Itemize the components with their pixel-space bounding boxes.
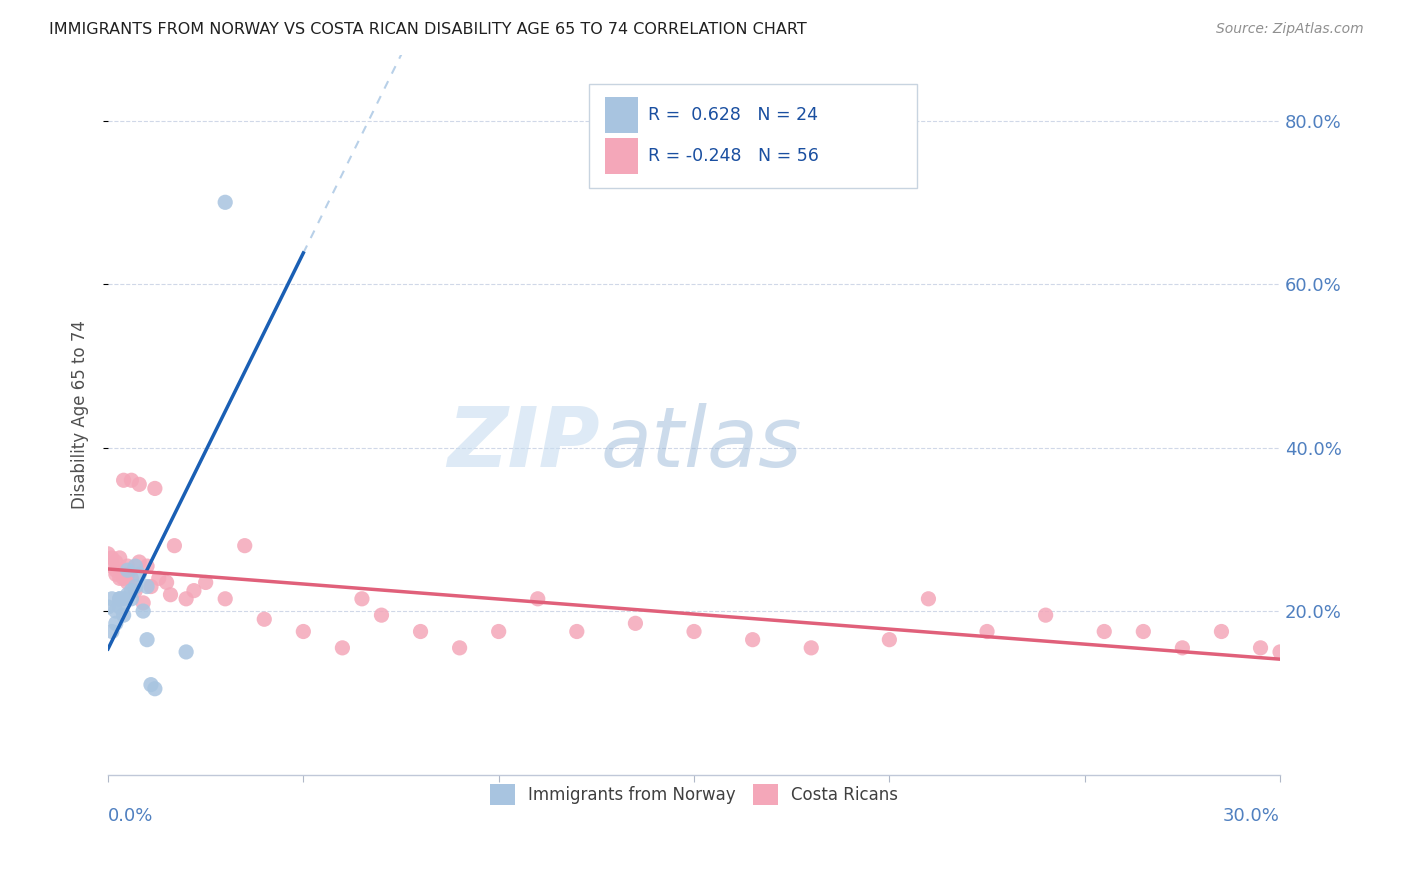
Point — [112, 608, 135, 623]
Point — [136, 559, 159, 574]
Point — [120, 571, 142, 585]
Text: R = -0.248   N = 56: R = -0.248 N = 56 — [648, 147, 820, 165]
Point — [139, 580, 162, 594]
Point — [112, 591, 135, 606]
Point — [163, 539, 186, 553]
Point — [917, 591, 939, 606]
Point — [292, 624, 315, 639]
Point — [1092, 624, 1115, 639]
Point — [112, 571, 135, 585]
FancyBboxPatch shape — [605, 96, 638, 133]
Text: atlas: atlas — [600, 403, 801, 484]
Point — [1132, 624, 1154, 639]
Point — [120, 473, 142, 487]
Point — [101, 550, 124, 565]
Point — [112, 473, 135, 487]
Point — [104, 567, 127, 582]
Point — [155, 575, 177, 590]
Point — [370, 608, 392, 623]
Point — [132, 604, 155, 618]
Point — [117, 575, 139, 590]
Point — [1268, 645, 1291, 659]
Point — [350, 591, 373, 606]
Point — [183, 583, 205, 598]
Point — [159, 588, 181, 602]
Y-axis label: Disability Age 65 to 74: Disability Age 65 to 74 — [72, 320, 89, 509]
Point — [1250, 640, 1272, 655]
Point — [139, 678, 162, 692]
Point — [124, 583, 146, 598]
Point — [1211, 624, 1233, 639]
Point — [214, 591, 236, 606]
Point — [148, 571, 170, 585]
Point — [174, 591, 197, 606]
Point — [108, 550, 131, 565]
Point — [800, 640, 823, 655]
Text: Source: ZipAtlas.com: Source: ZipAtlas.com — [1216, 22, 1364, 37]
Point — [1035, 608, 1057, 623]
Point — [108, 591, 131, 606]
Point — [976, 624, 998, 639]
Point — [104, 616, 127, 631]
Point — [120, 583, 142, 598]
Point — [565, 624, 588, 639]
Point — [124, 580, 146, 594]
Point — [128, 477, 150, 491]
Point — [449, 640, 471, 655]
Point — [117, 559, 139, 574]
Point — [124, 559, 146, 574]
Point — [332, 640, 354, 655]
Legend: Immigrants from Norway, Costa Ricans: Immigrants from Norway, Costa Ricans — [482, 776, 907, 813]
Text: IMMIGRANTS FROM NORWAY VS COSTA RICAN DISABILITY AGE 65 TO 74 CORRELATION CHART: IMMIGRANTS FROM NORWAY VS COSTA RICAN DI… — [49, 22, 807, 37]
Point — [128, 567, 150, 582]
Point — [683, 624, 706, 639]
Point — [136, 632, 159, 647]
Point — [104, 555, 127, 569]
Text: 30.0%: 30.0% — [1223, 807, 1279, 825]
Point — [488, 624, 510, 639]
Point — [526, 591, 548, 606]
Point — [108, 599, 131, 614]
Point — [194, 575, 217, 590]
Point — [108, 591, 131, 606]
Point — [409, 624, 432, 639]
Point — [879, 632, 901, 647]
Point — [174, 645, 197, 659]
Point — [101, 559, 124, 574]
Point — [117, 567, 139, 582]
Point — [104, 563, 127, 577]
Point — [143, 482, 166, 496]
Text: R =  0.628   N = 24: R = 0.628 N = 24 — [648, 106, 818, 124]
Point — [214, 195, 236, 210]
Point — [136, 580, 159, 594]
Point — [97, 547, 120, 561]
Point — [117, 588, 139, 602]
Point — [108, 571, 131, 585]
Point — [253, 612, 276, 626]
Point — [624, 616, 647, 631]
Point — [104, 604, 127, 618]
FancyBboxPatch shape — [589, 84, 917, 188]
FancyBboxPatch shape — [605, 137, 638, 174]
Point — [143, 681, 166, 696]
Point — [132, 596, 155, 610]
Point — [101, 624, 124, 639]
Point — [233, 539, 256, 553]
Point — [117, 563, 139, 577]
Point — [1288, 648, 1310, 663]
Point — [120, 591, 142, 606]
Point — [97, 599, 120, 614]
Point — [128, 555, 150, 569]
Text: ZIP: ZIP — [447, 403, 600, 484]
Point — [1171, 640, 1194, 655]
Point — [101, 591, 124, 606]
Text: 0.0%: 0.0% — [108, 807, 153, 825]
Point — [741, 632, 763, 647]
